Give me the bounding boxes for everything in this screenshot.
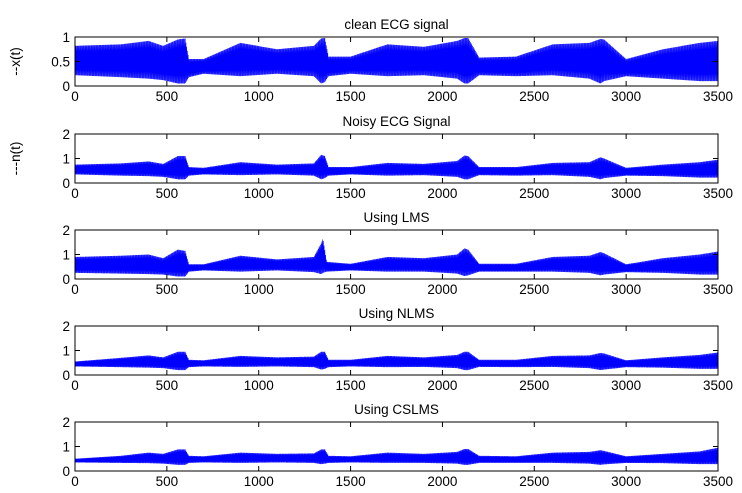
- x-tick-label: 500: [156, 89, 179, 104]
- y-tick-label: 2: [62, 223, 70, 238]
- y-axis-label: ---n(t): [8, 142, 23, 176]
- x-tick-label: 500: [156, 282, 179, 297]
- y-tick-label: 1: [62, 248, 70, 263]
- x-tick-label: 2500: [519, 474, 549, 489]
- x-tick-label: 3000: [611, 89, 641, 104]
- x-tick-label: 3000: [611, 378, 641, 393]
- x-tick-label: 2500: [519, 89, 549, 104]
- x-tick-label: 500: [156, 474, 179, 489]
- subplot-5: 0 500 1000 1500 2000 2500 3000 3500 0 1 2 Using CSL…: [62, 402, 733, 489]
- y-tick-label: 2: [62, 127, 70, 142]
- x-tick-label: 0: [71, 89, 79, 104]
- x-tick-label: 2000: [427, 282, 457, 297]
- y-tick-label: 0.5: [51, 55, 70, 70]
- x-tick-label: 500: [156, 186, 179, 201]
- signal-trace: [75, 239, 718, 277]
- subplot-title: clean ECG signal: [344, 17, 448, 32]
- x-tick-label: 1000: [244, 474, 274, 489]
- x-tick-label: 2000: [427, 474, 457, 489]
- x-tick-label: 500: [156, 378, 179, 393]
- subplot-title: Using CSLMS: [354, 402, 439, 417]
- signal-trace: [75, 351, 718, 371]
- x-tick-label: 0: [71, 378, 79, 393]
- signal-trace: [75, 154, 718, 180]
- y-tick-label: 1: [62, 30, 70, 45]
- x-tick-label: 3000: [611, 186, 641, 201]
- x-tick-label: 1500: [336, 282, 366, 297]
- x-tick-label: 3000: [611, 474, 641, 489]
- x-tick-label: 3500: [703, 474, 733, 489]
- x-tick-label: 3500: [703, 378, 733, 393]
- y-tick-label: 1: [62, 440, 70, 455]
- x-tick-label: 3500: [703, 186, 733, 201]
- x-tick-label: 2500: [519, 282, 549, 297]
- x-tick-label: 1000: [244, 378, 274, 393]
- x-tick-label: 2500: [519, 186, 549, 201]
- x-tick-label: 0: [71, 282, 79, 297]
- x-tick-label: 2500: [519, 378, 549, 393]
- x-tick-label: 0: [71, 186, 79, 201]
- x-tick-label: 2000: [427, 186, 457, 201]
- x-tick-label: 1500: [336, 89, 366, 104]
- subplot-title: Noisy ECG Signal: [342, 114, 450, 129]
- signal-trace: [75, 37, 718, 84]
- y-tick-label: 0: [62, 79, 70, 94]
- y-tick-label: 2: [62, 319, 70, 334]
- x-tick-label: 3500: [703, 89, 733, 104]
- x-tick-label: 1000: [244, 282, 274, 297]
- y-tick-label: 0: [62, 176, 70, 191]
- x-tick-label: 3500: [703, 282, 733, 297]
- y-tick-label: 0: [62, 272, 70, 287]
- x-tick-label: 3000: [611, 282, 641, 297]
- y-axis-label: --x(t): [8, 47, 23, 75]
- x-tick-label: 1000: [244, 89, 274, 104]
- y-tick-label: 0: [62, 368, 70, 383]
- x-tick-label: 2000: [427, 378, 457, 393]
- x-tick-label: 2000: [427, 89, 457, 104]
- y-tick-label: 0: [62, 464, 70, 479]
- subplot-title: Using NLMS: [359, 306, 435, 321]
- x-tick-label: 1500: [336, 474, 366, 489]
- x-tick-label: 0: [71, 474, 79, 489]
- x-tick-label: 1500: [336, 186, 366, 201]
- subplot-title: Using LMS: [363, 210, 429, 225]
- x-tick-label: 1000: [244, 186, 274, 201]
- y-tick-label: 1: [62, 152, 70, 167]
- subplot-3: 0 500 1000 1500 2000 2500 3000 3500 0 1 2 Using LMS: [62, 210, 733, 297]
- subplot-1: 0 500 1000 1500 2000 2500 3000 3500 0 0.5 1 clean E…: [8, 17, 733, 104]
- y-tick-label: 2: [62, 415, 70, 430]
- signal-trace: [75, 447, 718, 465]
- subplot-4: 0 500 1000 1500 2000 2500 3000 3500 0 1 2 Using NLM…: [62, 306, 733, 393]
- y-tick-label: 1: [62, 344, 70, 359]
- x-tick-label: 1500: [336, 378, 366, 393]
- subplot-2: 0 500 1000 1500 2000 2500 3000 3500 0 1 2 Noisy ECG…: [8, 114, 733, 201]
